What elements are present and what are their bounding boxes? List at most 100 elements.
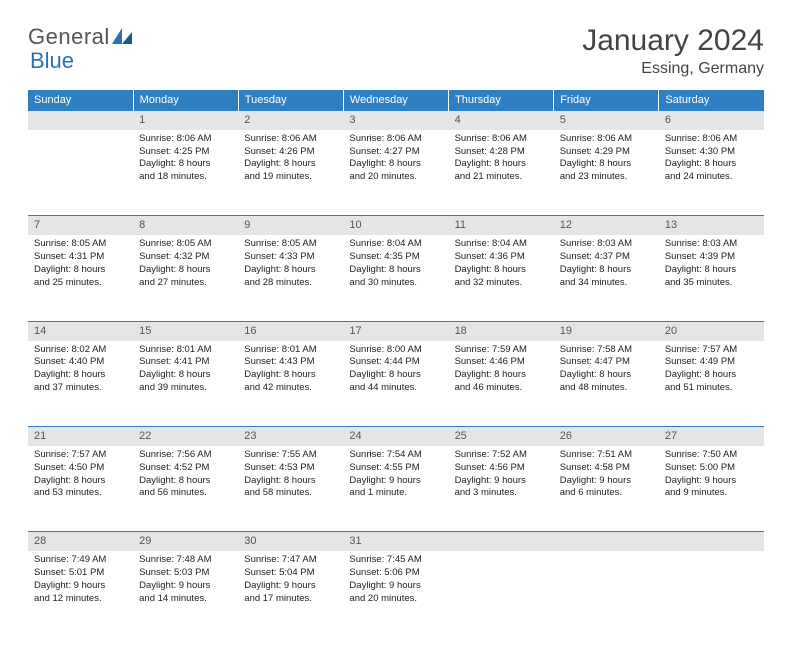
day-content: Sunrise: 8:01 AMSunset: 4:41 PMDaylight:… <box>133 341 238 401</box>
day-cell: Sunrise: 8:02 AMSunset: 4:40 PMDaylight:… <box>28 341 133 427</box>
day-content: Sunrise: 7:56 AMSunset: 4:52 PMDaylight:… <box>133 446 238 506</box>
day-cell: Sunrise: 7:57 AMSunset: 4:50 PMDaylight:… <box>28 446 133 532</box>
day-content: Sunrise: 8:06 AMSunset: 4:30 PMDaylight:… <box>659 130 764 190</box>
day-line: Sunset: 5:01 PM <box>34 567 127 580</box>
day-line: Daylight: 8 hours <box>455 264 548 277</box>
day-line: and 18 minutes. <box>139 171 232 184</box>
day-line: Sunset: 5:00 PM <box>665 462 758 475</box>
day-line: and 44 minutes. <box>349 382 442 395</box>
day-line: Daylight: 8 hours <box>34 264 127 277</box>
day-line: and 3 minutes. <box>455 487 548 500</box>
day-cell <box>28 130 133 216</box>
day-cell: Sunrise: 7:58 AMSunset: 4:47 PMDaylight:… <box>554 341 659 427</box>
day-line: and 20 minutes. <box>349 171 442 184</box>
day-cell: Sunrise: 7:45 AMSunset: 5:06 PMDaylight:… <box>343 551 448 637</box>
day-line: Daylight: 8 hours <box>244 264 337 277</box>
day-line: Sunrise: 7:50 AM <box>665 449 758 462</box>
daynum-row: 28293031 <box>28 532 764 551</box>
day-line: Daylight: 8 hours <box>560 158 653 171</box>
day-line: Sunrise: 8:05 AM <box>244 238 337 251</box>
day-number: 15 <box>133 321 238 340</box>
day-content: Sunrise: 7:54 AMSunset: 4:55 PMDaylight:… <box>343 446 448 506</box>
day-number: 16 <box>238 321 343 340</box>
day-content: Sunrise: 8:04 AMSunset: 4:35 PMDaylight:… <box>343 235 448 295</box>
day-cell: Sunrise: 7:48 AMSunset: 5:03 PMDaylight:… <box>133 551 238 637</box>
day-line: Sunset: 4:50 PM <box>34 462 127 475</box>
day-content: Sunrise: 7:45 AMSunset: 5:06 PMDaylight:… <box>343 551 448 611</box>
day-cell: Sunrise: 8:05 AMSunset: 4:31 PMDaylight:… <box>28 235 133 321</box>
day-line: and 17 minutes. <box>244 593 337 606</box>
day-line: and 27 minutes. <box>139 277 232 290</box>
day-number: 27 <box>659 427 764 446</box>
day-number: 2 <box>238 111 343 130</box>
day-line: Sunset: 4:56 PM <box>455 462 548 475</box>
day-cell: Sunrise: 8:03 AMSunset: 4:37 PMDaylight:… <box>554 235 659 321</box>
day-line: and 12 minutes. <box>34 593 127 606</box>
day-number: 20 <box>659 321 764 340</box>
brand-part2: Blue <box>30 48 74 74</box>
day-number: 6 <box>659 111 764 130</box>
week-row: Sunrise: 8:06 AM Sunset: 4:25 PM Daylight:… <box>28 130 764 216</box>
day-line: Sunrise: 8:00 AM <box>349 344 442 357</box>
day-line: Daylight: 8 hours <box>560 264 653 277</box>
day-content <box>554 551 659 560</box>
day-line: and 6 minutes. <box>560 487 653 500</box>
day-line: and 56 minutes. <box>139 487 232 500</box>
week-row: Sunrise: 8:05 AMSunset: 4:31 PMDaylight:… <box>28 235 764 321</box>
day-content: Sunrise: 7:57 AMSunset: 4:49 PMDaylight:… <box>659 341 764 401</box>
day-line: Sunrise: 7:59 AM <box>455 344 548 357</box>
day-line: and 9 minutes. <box>665 487 758 500</box>
day-line: Daylight: 8 hours <box>244 369 337 382</box>
day-content: Sunrise: 7:59 AMSunset: 4:46 PMDaylight:… <box>449 341 554 401</box>
day-content <box>659 551 764 560</box>
day-line: Daylight: 8 hours <box>244 475 337 488</box>
day-header: Saturday <box>659 90 764 111</box>
day-content: Sunrise: 7:55 AMSunset: 4:53 PMDaylight:… <box>238 446 343 506</box>
day-line: Sunrise: 8:06 AM <box>244 133 337 146</box>
day-header: Wednesday <box>343 90 448 111</box>
day-line: and 24 minutes. <box>665 171 758 184</box>
day-cell <box>659 551 764 637</box>
day-content: Sunrise: 7:50 AMSunset: 5:00 PMDaylight:… <box>659 446 764 506</box>
day-content: Sunrise: 8:03 AMSunset: 4:39 PMDaylight:… <box>659 235 764 295</box>
day-number: 17 <box>343 321 448 340</box>
day-cell: Sunrise: 8:05 AMSunset: 4:32 PMDaylight:… <box>133 235 238 321</box>
title-block: January 2024 Essing, Germany <box>582 24 764 78</box>
day-line: and 37 minutes. <box>34 382 127 395</box>
daynum-row: 14151617181920 <box>28 321 764 340</box>
day-line: and 25 minutes. <box>34 277 127 290</box>
day-line: Sunset: 5:06 PM <box>349 567 442 580</box>
day-line: Sunset: 4:46 PM <box>455 356 548 369</box>
day-number: 13 <box>659 216 764 235</box>
day-line: and 46 minutes. <box>455 382 548 395</box>
day-content: Sunrise: 8:05 AMSunset: 4:33 PMDaylight:… <box>238 235 343 295</box>
day-line: Sunset: 4:55 PM <box>349 462 442 475</box>
day-line: and 39 minutes. <box>139 382 232 395</box>
day-line: Daylight: 8 hours <box>665 264 758 277</box>
day-line: Sunset: 4:25 PM <box>139 146 232 159</box>
day-line: Sunset: 4:41 PM <box>139 356 232 369</box>
day-number: 18 <box>449 321 554 340</box>
day-line: Sunset: 4:31 PM <box>34 251 127 264</box>
calendar-body: 123456Sunrise: 8:06 AMSunset: 4:25 PMDay… <box>28 111 764 638</box>
day-content: Sunrise: 7:58 AMSunset: 4:47 PMDaylight:… <box>554 341 659 401</box>
day-number: 14 <box>28 321 133 340</box>
day-line: Sunrise: 7:57 AM <box>34 449 127 462</box>
day-number <box>659 532 764 551</box>
day-line: Daylight: 8 hours <box>349 369 442 382</box>
day-cell <box>554 551 659 637</box>
day-line: Sunrise: 8:05 AM <box>139 238 232 251</box>
day-content: Sunrise: 7:48 AMSunset: 5:03 PMDaylight:… <box>133 551 238 611</box>
day-line: Sunset: 4:52 PM <box>139 462 232 475</box>
day-line: Daylight: 8 hours <box>139 264 232 277</box>
day-line: Daylight: 8 hours <box>349 158 442 171</box>
day-number: 5 <box>554 111 659 130</box>
calendar-table: SundayMondayTuesdayWednesdayThursdayFrid… <box>28 90 764 637</box>
day-line: Sunrise: 8:03 AM <box>665 238 758 251</box>
day-line: Daylight: 8 hours <box>455 158 548 171</box>
day-line: Sunset: 4:49 PM <box>665 356 758 369</box>
day-cell: Sunrise: 8:01 AMSunset: 4:41 PMDaylight:… <box>133 341 238 427</box>
day-line: Sunrise: 7:56 AM <box>139 449 232 462</box>
day-content: Sunrise: 8:06 AMSunset: 4:26 PMDaylight:… <box>238 130 343 190</box>
day-line: Sunrise: 8:05 AM <box>34 238 127 251</box>
